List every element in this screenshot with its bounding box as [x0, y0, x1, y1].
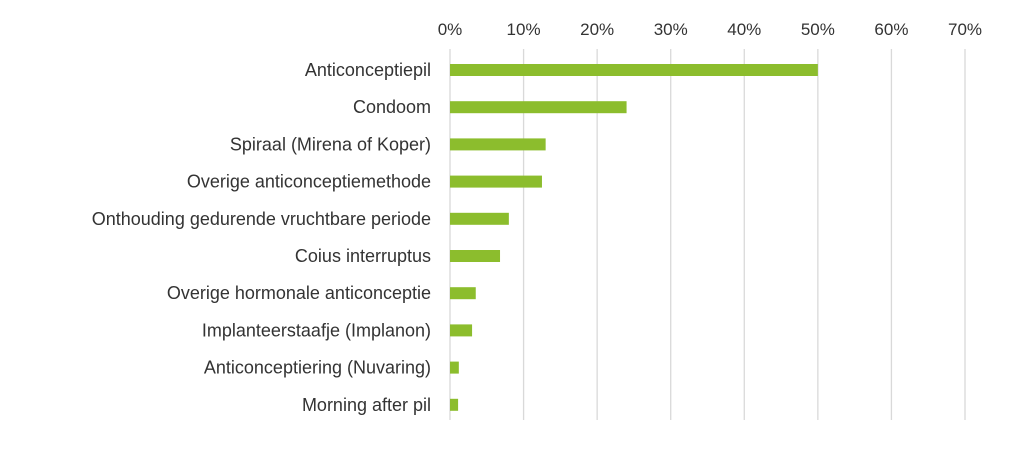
category-label: Anticonceptiepil [305, 60, 431, 80]
x-tick-label: 70% [948, 20, 982, 39]
bar [450, 250, 501, 262]
bar [450, 398, 459, 411]
bar [450, 324, 473, 337]
category-label: Condoom [353, 97, 431, 117]
bar [450, 287, 476, 300]
category-label: Morning after pil [302, 395, 431, 415]
bar [450, 101, 627, 114]
category-label: Anticonceptiering (Nuvaring) [204, 358, 431, 378]
category-label: Coius interruptus [295, 246, 431, 266]
x-tick-label: 50% [801, 20, 835, 39]
bar [450, 212, 509, 225]
bars [450, 64, 818, 411]
category-label: Spiraal (Mirena of Koper) [230, 134, 431, 154]
x-tick-label: 60% [874, 20, 908, 39]
bar [450, 361, 459, 374]
category-label: Overige anticonceptiemethode [187, 172, 431, 192]
x-tick-label: 20% [580, 20, 614, 39]
bar [450, 175, 542, 188]
category-label: Implanteerstaafje (Implanon) [202, 320, 431, 340]
bar [450, 64, 818, 76]
x-tick-label: 30% [654, 20, 688, 39]
x-tick-label: 10% [507, 20, 541, 39]
category-labels: Anticonceptiepil Condoom Spiraal (Mirena o… [92, 60, 431, 415]
x-axis-ticks: 0% 10% 20% 30% 40% 50% 60% 70% [438, 20, 982, 39]
x-tick-label: 0% [438, 20, 463, 39]
category-label: Overige hormonale anticonceptie [167, 283, 431, 303]
bar [450, 138, 546, 151]
category-label: Onthouding gedurende vruchtbare periode [92, 209, 431, 229]
x-tick-label: 40% [727, 20, 761, 39]
